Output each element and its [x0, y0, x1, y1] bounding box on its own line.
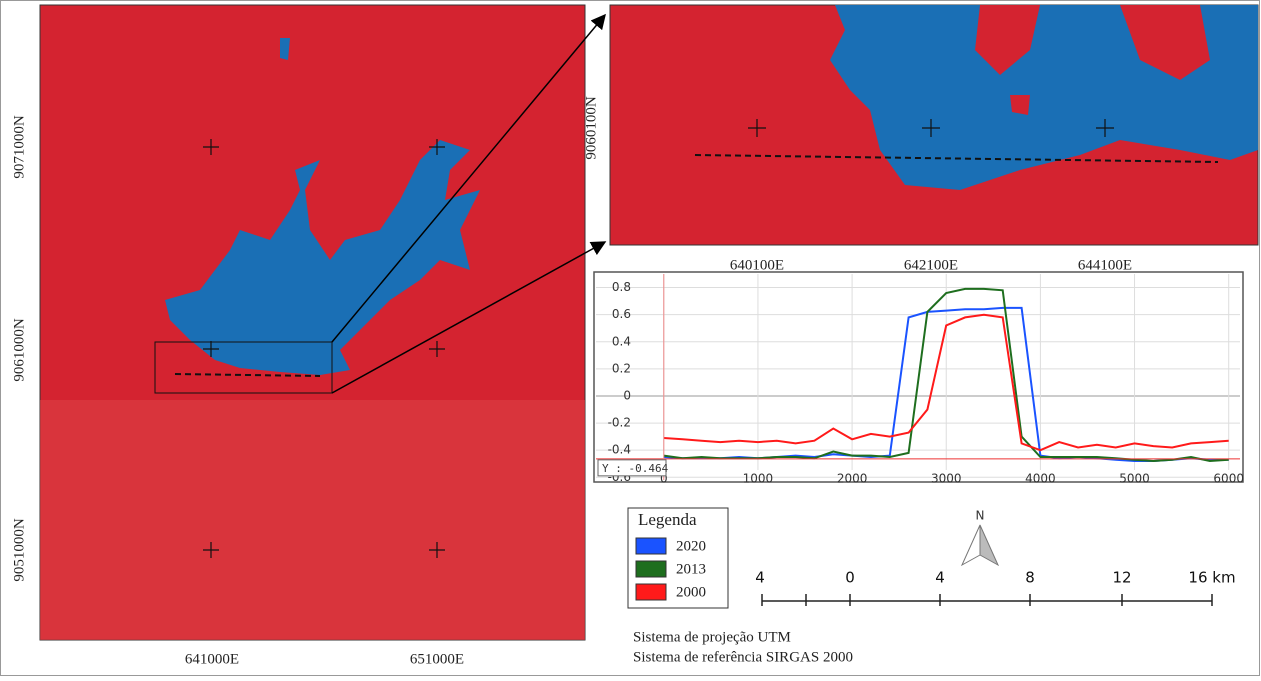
y-label: 9051000N [11, 518, 27, 582]
legend-label: 2020 [676, 538, 706, 554]
x-tick-label: 6000 [1213, 472, 1244, 486]
zoom-arrow [331, 241, 607, 394]
series-line [663, 313, 1229, 452]
y-label: 9071000N [11, 115, 27, 179]
scale-label: 4 [935, 569, 945, 587]
x-tick-label: 2000 [837, 472, 868, 486]
inset-crosses [748, 119, 1114, 137]
x-label: 640100E [730, 257, 784, 273]
x-tick-label: 3000 [931, 472, 962, 486]
scale-label: 16 km [1188, 569, 1235, 587]
inset-profile-line [694, 154, 1219, 163]
y-tick-label: 0.2 [612, 361, 631, 375]
scale-bar: 4 0 4 8 12 16 km [755, 569, 1236, 606]
profile-chart: 0.80.60.40.20-0.2-0.4-0.6010002000300040… [596, 274, 1244, 486]
scale-label: 8 [1025, 569, 1035, 587]
cursor-label: Y : -0.464 [602, 462, 669, 475]
north-arrow: N [960, 509, 1000, 567]
inset-land [975, 5, 1210, 115]
scale-label: 4 [755, 569, 765, 587]
scale-label: 12 [1112, 569, 1131, 587]
y-tick-label: 0.6 [612, 307, 631, 321]
series-line [663, 287, 1229, 463]
pond [280, 38, 290, 60]
inset-map: 640100E 642100E 644100E 9060100N [583, 4, 1259, 273]
zoom-arrow [331, 13, 606, 343]
scale-label: 0 [845, 569, 855, 587]
legend-label: 2013 [676, 561, 706, 577]
grid-crosses [203, 139, 445, 558]
x-tick-label: 5000 [1119, 472, 1150, 486]
legend: Legenda 2020 2013 2000 [627, 507, 729, 609]
y-tick-label: 0 [623, 388, 631, 402]
urban-area [40, 400, 585, 640]
x-tick-label: 1000 [743, 472, 774, 486]
y-label: 9061000N [11, 318, 27, 382]
y-tick-label: -0.2 [608, 416, 631, 430]
legend-swatch [635, 537, 667, 555]
x-label: 651000E [410, 651, 464, 667]
legend-title: Legenda [638, 510, 697, 529]
cursor-box [597, 459, 667, 477]
legend-swatch [635, 583, 667, 601]
legend-label: 2000 [676, 584, 706, 600]
x-label: 642100E [904, 257, 958, 273]
x-label: 644100E [1078, 257, 1132, 273]
note: Sistema de referência SIRGAS 2000 [633, 649, 853, 665]
main-map: 641000E 651000E 9071000N 9061000N 905100… [11, 4, 586, 667]
reservoir [165, 140, 480, 375]
y-label: 9060100N [583, 96, 599, 160]
legend-box [627, 507, 729, 609]
note: Sistema de projeção UTM [633, 629, 791, 645]
x-tick-label: 4000 [1025, 472, 1056, 486]
zoom-box [154, 341, 333, 394]
y-tick-label: -0.4 [608, 443, 631, 457]
y-tick-label: 0.8 [612, 280, 631, 294]
y-tick-label: 0.4 [612, 334, 631, 348]
profile-line [174, 373, 321, 377]
legend-swatch [635, 560, 667, 578]
north-label: N [976, 509, 985, 523]
x-label: 641000E [185, 651, 239, 667]
